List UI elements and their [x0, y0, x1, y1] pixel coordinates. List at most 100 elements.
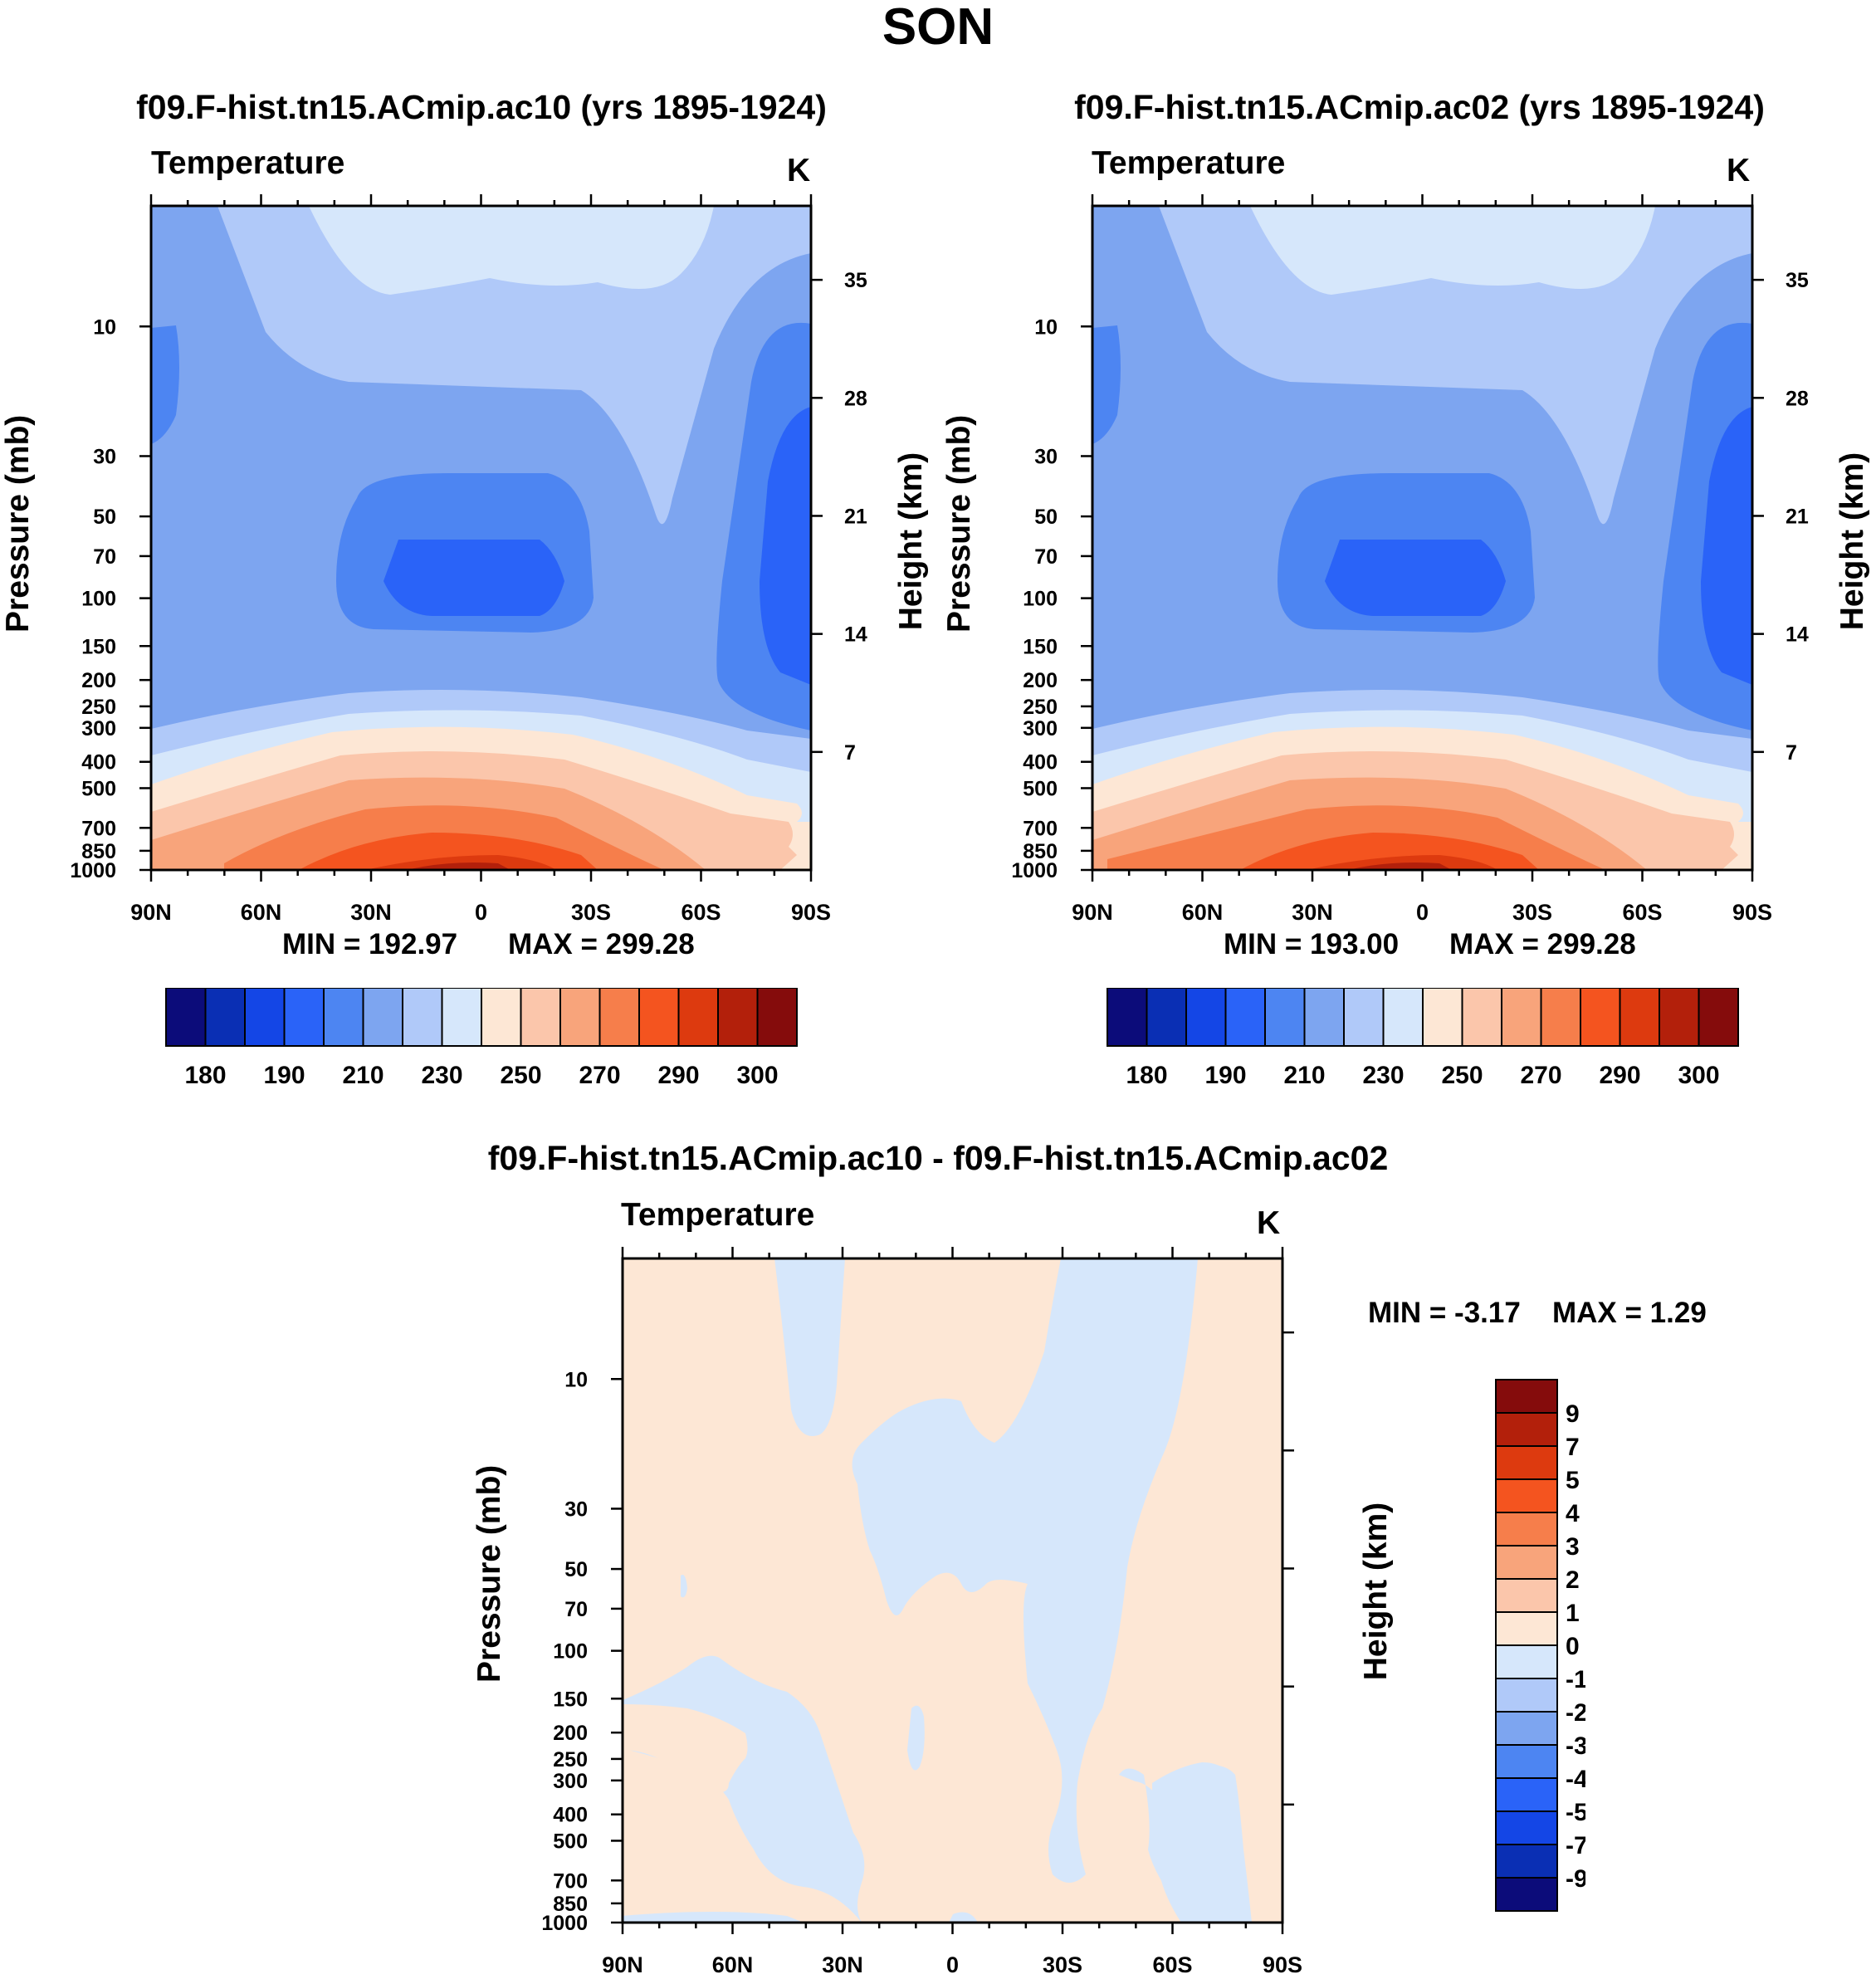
- colorbar-swatch: [1495, 1412, 1558, 1447]
- panel3-tick-labels: 90N 60N 30N 0 30S 60S 90S 10 30 50 70 100 150 200 2503…: [541, 1368, 1302, 1977]
- pressure-tick-label: 1000: [70, 859, 116, 882]
- colorbar-swatch: [1580, 988, 1621, 1047]
- pressure-tick-label: 30: [1034, 445, 1058, 468]
- colorbar-swatch: [362, 988, 403, 1047]
- pressure-tick-label: 500: [1023, 777, 1058, 800]
- height-tick-label: 35: [844, 269, 867, 292]
- colorbar-swatch: [1495, 1877, 1558, 1912]
- panel1-colorbar: 180 190 210 230 250 270 290 300: [165, 988, 798, 1089]
- pressure-tick-label: 100: [553, 1640, 588, 1664]
- panel1-title: f09.F-hist.tn15.ACmip.ac10 (yrs 1895-192…: [136, 88, 827, 126]
- colorbar-label: 4: [1566, 1500, 1580, 1527]
- colorbar-swatch: [1146, 988, 1187, 1047]
- colorbar-label: 290: [1599, 1062, 1640, 1089]
- pressure-tick-label: 100: [81, 588, 116, 611]
- height-tick-label: 7: [844, 741, 856, 765]
- pressure-tick-label: 50: [93, 506, 116, 529]
- panel2-plot: 90N 60N 30N 0 30S 60S 90S103050701001502002503…: [1011, 194, 1809, 925]
- colorbar-label: 190: [263, 1062, 305, 1089]
- panel3-colorbar: 9 7 5 4 3 2 1 0 -1 -2 -3 -4 -5 -7 -9: [1495, 1379, 1585, 1912]
- colorbar-swatch: [638, 988, 680, 1047]
- pressure-tick-label: 400: [81, 751, 116, 774]
- colorbar-label: 9: [1566, 1400, 1580, 1428]
- colorbar-swatch: [441, 988, 482, 1047]
- colorbar-swatch: [1461, 988, 1502, 1047]
- x-tick-label: 30S: [571, 900, 611, 925]
- colorbar-swatch: [1185, 988, 1227, 1047]
- pressure-tick-label: 300: [1023, 717, 1058, 740]
- panel1-tick-labels: 90N 60N 30N 0 30S 60S 90S103050701001502002503…: [70, 269, 867, 925]
- colorbar-swatch: [520, 988, 561, 1047]
- colorbar-swatch: [1495, 1777, 1558, 1812]
- colorbar-label: 250: [500, 1062, 541, 1089]
- height-tick-label: 28: [1786, 387, 1809, 410]
- height-tick-label: 14: [844, 623, 867, 647]
- colorbar-label: 210: [342, 1062, 384, 1089]
- x-tick-label: 90S: [1732, 900, 1772, 925]
- colorbar-label: 7: [1566, 1434, 1580, 1461]
- pressure-tick-label: 30: [93, 445, 116, 468]
- pressure-tick-label: 70: [564, 1598, 588, 1621]
- pressure-tick-label: 70: [93, 545, 116, 569]
- colorbar-swatch: [1495, 1844, 1558, 1879]
- pressure-tick-label: 50: [1034, 506, 1058, 529]
- panel3-ylabel-height: Height (km): [1358, 1502, 1394, 1681]
- x-tick-label: 60N: [712, 1952, 754, 1977]
- panel1-field-label: Temperature: [151, 145, 345, 181]
- x-tick-label: 30S: [1512, 900, 1552, 925]
- x-tick-label: 60S: [681, 900, 721, 925]
- colorbar-label: 250: [1441, 1062, 1483, 1089]
- colorbar-swatch: [717, 988, 759, 1047]
- colorbar-swatch: [1495, 1445, 1558, 1480]
- pressure-tick-label: 200: [81, 669, 116, 692]
- x-tick-label: 0: [475, 900, 487, 925]
- colorbar-swatch: [1264, 988, 1306, 1047]
- pressure-tick-label: 150: [553, 1688, 588, 1711]
- panel3-contours: [623, 1258, 1282, 1923]
- x-tick-label: 90S: [791, 900, 831, 925]
- colorbar-label: -3: [1566, 1732, 1585, 1760]
- x-tick-label: 90N: [602, 1952, 643, 1977]
- panel3-title: f09.F-hist.tn15.ACmip.ac10 - f09.F-hist.…: [487, 1139, 1389, 1177]
- pressure-tick-label: 100: [1023, 588, 1058, 611]
- colorbar-swatch: [204, 988, 246, 1047]
- colorbar-label: -1: [1566, 1666, 1585, 1693]
- height-tick-label: 21: [844, 505, 867, 528]
- colorbar-swatch: [1303, 988, 1345, 1047]
- pressure-tick-label: 700: [1023, 817, 1058, 840]
- colorbar-label: 180: [1126, 1062, 1167, 1089]
- panel3-unit-label: K: [1257, 1205, 1281, 1241]
- colorbar-label: 2: [1566, 1566, 1580, 1594]
- colorbar-label: 270: [1520, 1062, 1561, 1089]
- colorbar-swatch: [1495, 1678, 1558, 1713]
- panel2-title: f09.F-hist.tn15.ACmip.ac02 (yrs 1895-192…: [1074, 88, 1765, 126]
- pressure-tick-label: 1000: [541, 1912, 588, 1935]
- panel2-field-label: Temperature: [1092, 145, 1286, 181]
- colorbar-label: -9: [1566, 1865, 1585, 1893]
- colorbar-swatch: [1495, 1611, 1558, 1646]
- colorbar-label: 270: [579, 1062, 620, 1089]
- colorbar-swatch: [1501, 988, 1542, 1047]
- pressure-tick-label: 700: [81, 817, 116, 840]
- x-tick-label: 30N: [1292, 900, 1333, 925]
- pressure-tick-label: 700: [553, 1869, 588, 1893]
- pressure-tick-label: 150: [81, 635, 116, 658]
- pressure-tick-label: 70: [1034, 545, 1058, 569]
- panel3-max-label: MAX = 1.29: [1552, 1297, 1707, 1329]
- pressure-tick-label: 1000: [1011, 859, 1058, 882]
- colorbar-swatch: [1659, 988, 1700, 1047]
- colorbar-swatch: [1495, 1644, 1558, 1679]
- panel2-colorbar: 180 190 210 230 250 270 290 300: [1107, 988, 1739, 1089]
- x-tick-label: 60N: [1182, 900, 1224, 925]
- height-tick-label: 21: [1786, 505, 1809, 528]
- colorbar-swatch: [402, 988, 443, 1047]
- pressure-tick-label: 10: [93, 315, 116, 339]
- panel2-tick-labels: 90N 60N 30N 0 30S 60S 90S103050701001502002503…: [1011, 269, 1809, 925]
- pressure-tick-label: 200: [553, 1722, 588, 1745]
- colorbar-swatch: [244, 988, 286, 1047]
- main-title: SON: [882, 0, 994, 56]
- colorbar-swatch: [283, 988, 325, 1047]
- height-tick-label: 7: [1786, 741, 1797, 765]
- pressure-tick-label: 300: [553, 1770, 588, 1793]
- colorbar-swatch: [1422, 988, 1463, 1047]
